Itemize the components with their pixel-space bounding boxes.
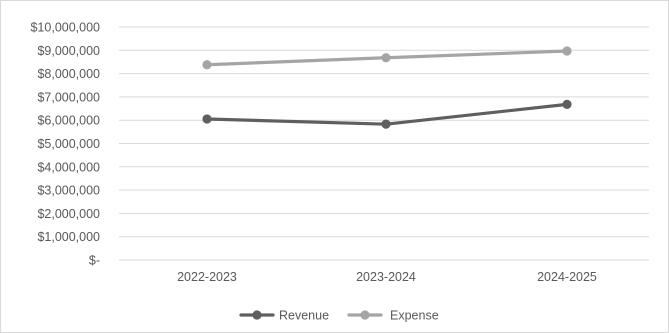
data-point-expense (562, 46, 572, 56)
y-tick-label: $6,000,000 (37, 114, 100, 128)
data-point-expense (202, 60, 212, 70)
y-tick-label: $4,000,000 (37, 160, 100, 174)
y-tick-label: $3,000,000 (37, 184, 100, 198)
x-tick-label: 2022-2023 (177, 270, 237, 284)
data-point-expense (381, 53, 391, 63)
x-tick-label: 2023-2024 (356, 270, 416, 284)
y-tick-label: $2,000,000 (37, 207, 100, 221)
legend-label-expense: Expense (390, 309, 439, 323)
data-point-revenue (202, 114, 212, 124)
y-tick-label: $9,000,000 (37, 44, 100, 58)
legend-marker-expense (360, 310, 370, 320)
y-tick-label: $1,000,000 (37, 230, 100, 244)
y-axis-tick-labels: $- $1,000,000 $2,000,000 $3,000,000 $4,000,0… (30, 21, 100, 268)
x-axis-tick-labels: 2022-2023 2023-2024 2024-2025 (177, 270, 597, 284)
data-point-revenue (381, 119, 391, 129)
y-tick-label: $8,000,000 (37, 67, 100, 81)
legend-marker-revenue (252, 310, 262, 320)
legend: Revenue Expense (239, 309, 439, 323)
series-lines (202, 46, 572, 129)
y-tick-label: $- (89, 254, 100, 268)
gridlines (119, 26, 649, 261)
legend-label-revenue: Revenue (279, 309, 329, 323)
x-tick-label: 2024-2025 (537, 270, 597, 284)
data-point-revenue (562, 99, 572, 109)
y-tick-label: $7,000,000 (37, 90, 100, 104)
y-tick-label: $5,000,000 (37, 137, 100, 151)
y-tick-label: $10,000,000 (30, 21, 100, 35)
